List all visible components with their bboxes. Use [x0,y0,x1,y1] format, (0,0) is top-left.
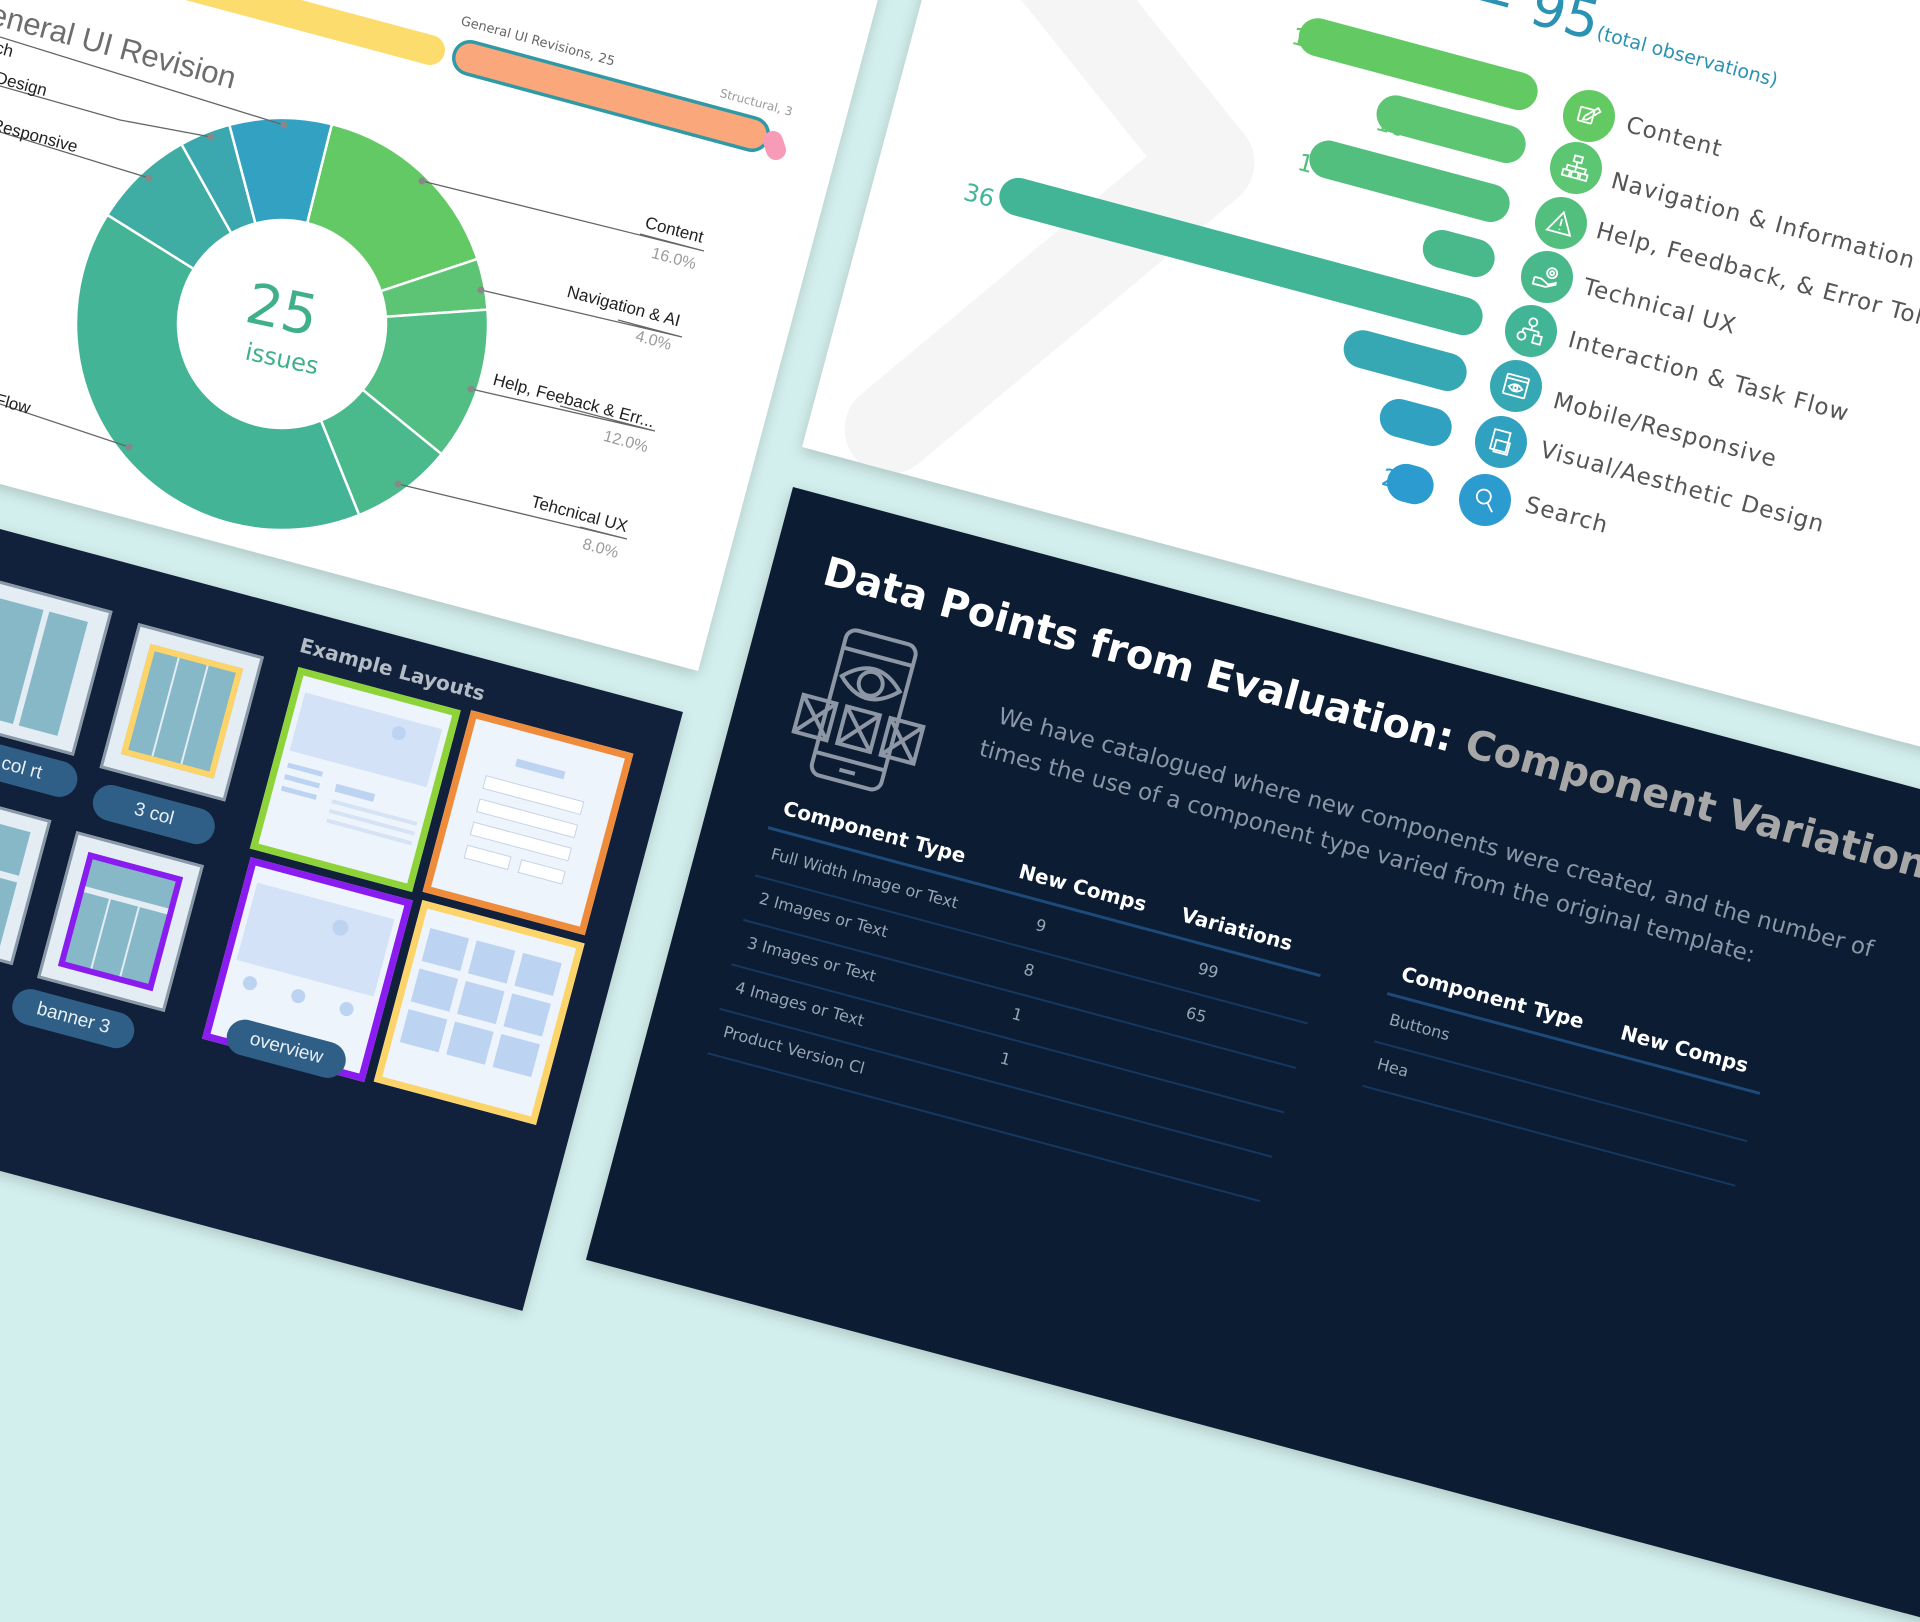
row-label: Hea [1375,1054,1411,1081]
top-bar-structural [763,131,786,160]
row-divider [1362,1084,1736,1187]
top-bar-first [185,0,445,65]
row-label: 2 Images or Text [757,888,891,942]
row-value: 1 [1009,1004,1025,1025]
warning-icon [1535,197,1587,249]
leader-line-visual [0,85,212,138]
leader-lines [0,36,705,540]
leader-line-help [470,388,656,432]
layout-thumb-left[interactable] [0,783,52,966]
chevron-watermark-icon [844,0,1255,475]
table-header: New Comps [1618,1020,1752,1078]
row-label: 4 Images or Text [733,977,867,1031]
leader-line-mobile [0,131,150,179]
leader-line-navigation [480,289,683,338]
row-value: 99 [1195,958,1221,983]
devices-icon [1475,416,1527,468]
layout-thumb-3-col[interactable] [99,623,264,802]
row-label: 3 Images or Text [745,933,879,986]
example-layout-article[interactable] [249,666,461,893]
table-header: Variations [1178,902,1296,956]
description-line-2: times the use of a component type varied… [976,735,1758,969]
layout-thumb-banner-3[interactable] [37,831,204,1013]
donut-slice-0 [305,122,480,293]
donut-slice-4 [74,213,361,532]
browser-eye-icon [1490,360,1542,412]
row-value: 8 [1021,959,1037,981]
leader-line-technical [397,483,628,540]
phone-eye-wireframe-icon [791,628,926,792]
row-value: 65 [1184,1003,1209,1027]
row-label: Product Version Cl [721,1021,867,1078]
leader-line-interaction [0,403,130,448]
example-layout-gallery[interactable] [373,899,585,1126]
search-icon [1459,474,1511,526]
row-value: 1 [997,1048,1013,1070]
leader-line-search [0,36,285,126]
layout-thumb-2-col-rt[interactable] [0,569,113,756]
row-divider [719,1007,1273,1158]
donut-chart [0,0,786,540]
row-divider [707,1052,1261,1203]
example-layout-form[interactable] [422,710,634,936]
edit-icon [1563,90,1615,142]
evaluation-slide: Data Points from Evaluation: Component V… [585,487,1920,1622]
flowchart-icon [1505,305,1557,357]
row-value: 9 [1033,915,1049,937]
row-divider [731,963,1285,1114]
donut-slice-7 [227,116,334,225]
table-header: New Comps [1016,859,1150,917]
bar-chart-slide [802,0,1920,810]
row-divider [743,918,1297,1069]
hand-gear-icon [1521,251,1573,303]
row-label: Buttons [1387,1009,1452,1045]
sitemap-icon [1550,142,1602,194]
leader-line-content [421,180,705,252]
